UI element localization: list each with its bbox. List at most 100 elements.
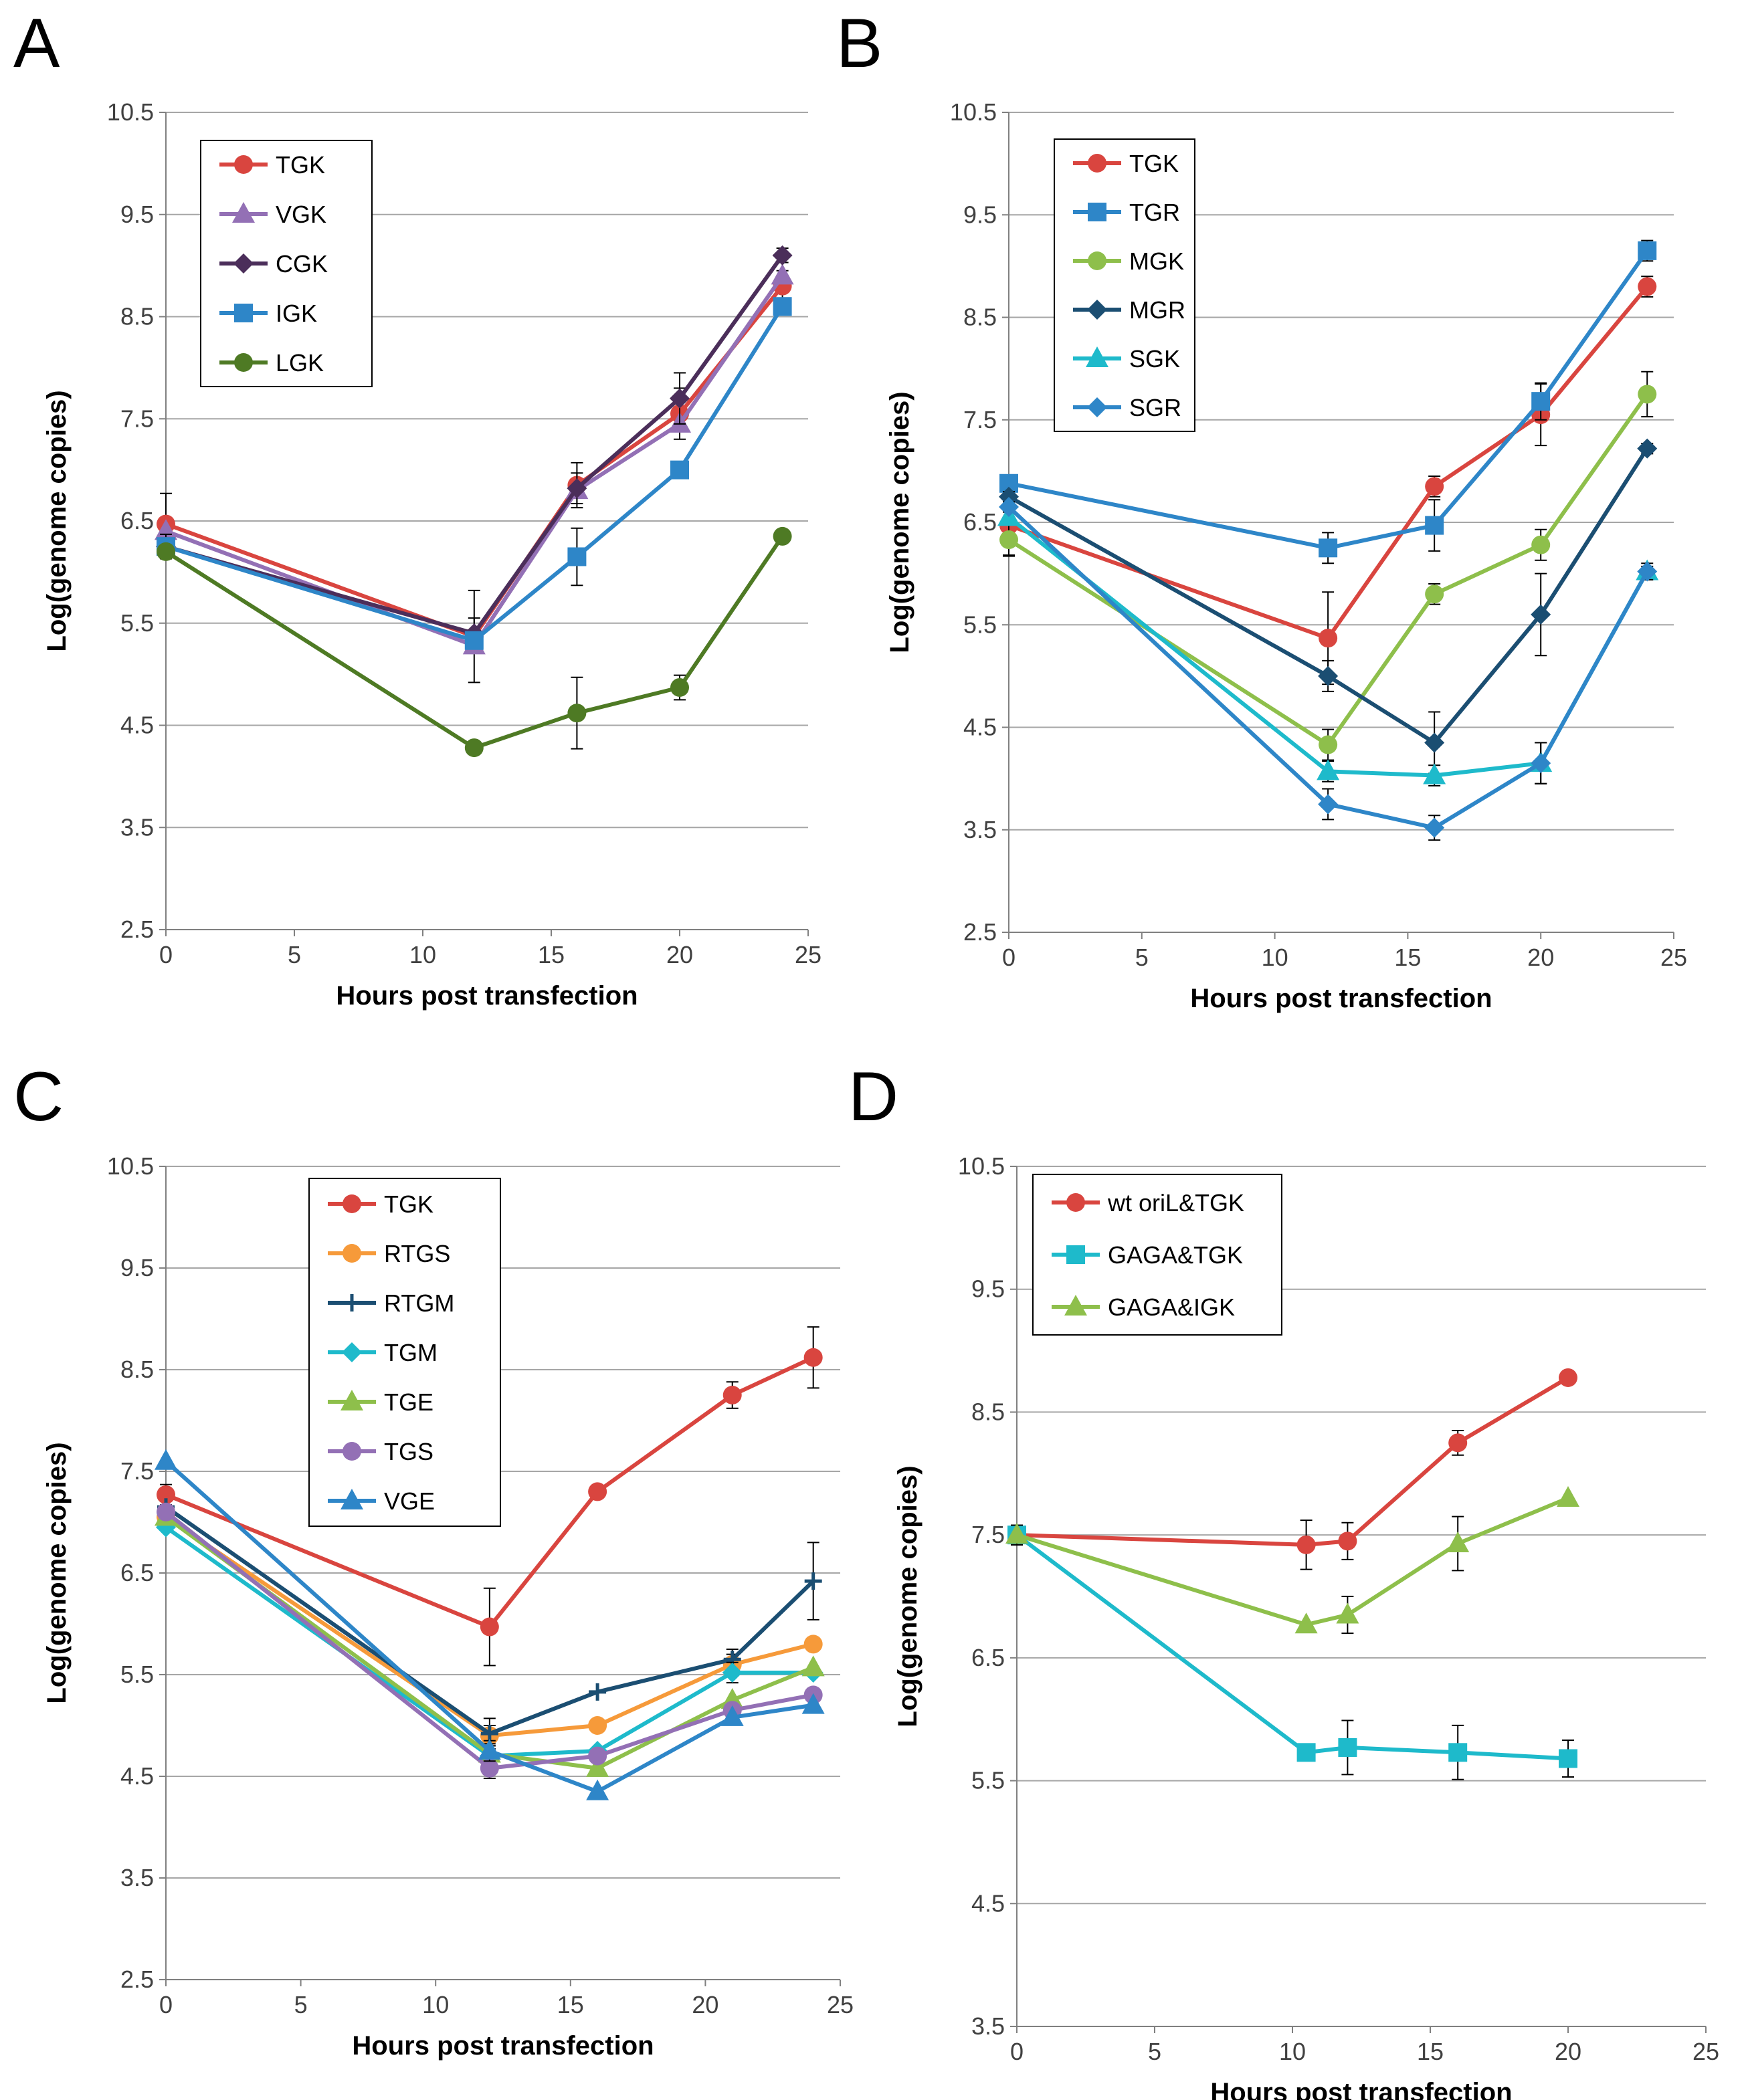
data-point: [480, 1758, 499, 1778]
data-point: [589, 1683, 607, 1701]
legend-marker: [341, 1390, 363, 1410]
x-tick-label: 15: [1417, 2038, 1444, 2065]
legend-marker: [343, 1194, 361, 1213]
data-point: [1531, 753, 1551, 774]
legend-label: IGK: [276, 300, 317, 327]
data-point: [1637, 438, 1658, 459]
legend-marker: [341, 1489, 363, 1509]
data-point: [1559, 1368, 1577, 1387]
data-point: [155, 1449, 177, 1470]
data-point: [670, 677, 689, 697]
data-point: [1559, 1749, 1577, 1768]
legend-marker: [342, 1342, 362, 1362]
y-tick-label: 10.5: [107, 1152, 154, 1180]
panel-letter: A: [13, 5, 60, 82]
y-tick-label: 7.5: [120, 1457, 154, 1485]
x-tick-label: 20: [1555, 2038, 1581, 2065]
legend-label: GAGA&TGK: [1108, 1241, 1243, 1269]
legend-marker: [1088, 154, 1106, 173]
data-point: [480, 1617, 499, 1637]
x-tick-label: 15: [1394, 944, 1421, 971]
data-point: [1005, 1523, 1028, 1544]
x-tick-label: 0: [159, 941, 173, 968]
legend-marker: [343, 1244, 361, 1263]
data-point: [999, 497, 1019, 518]
legend-label: TGR: [1129, 199, 1180, 226]
y-tick-label: 3.5: [971, 2012, 1005, 2040]
y-tick-label: 4.5: [120, 712, 154, 739]
data-point: [1424, 817, 1445, 838]
panel-a: A 2.5 3.5 4.5 5.5 6.5 7.5 8.5 9.5 10.5 0 5 10 15 20 25 H…: [13, 5, 821, 1011]
data-point: [588, 1746, 607, 1766]
x-axis-title: Hours post transfection: [1190, 984, 1492, 1013]
x-tick-label: 5: [294, 1991, 308, 2018]
series-gaga-tgk: [1007, 1524, 1577, 1780]
legend-label: VGK: [276, 201, 326, 228]
data-point: [1296, 1743, 1316, 1762]
data-point: [1319, 538, 1338, 558]
legend-marker: [1066, 1245, 1085, 1264]
data-point: [157, 1485, 175, 1504]
legend-marker: [1064, 1295, 1087, 1316]
series-tgk: [157, 1326, 823, 1667]
data-point: [1336, 1602, 1359, 1624]
data-point: [1425, 477, 1444, 496]
data-point: [1296, 1535, 1316, 1554]
y-tick-label: 6.5: [120, 1559, 154, 1586]
legend-label: TGK: [276, 151, 325, 179]
legend-marker: [232, 202, 255, 223]
panel-c: C 2.5 3.5 4.5 5.5 6.5 7.5 8.5 9.5 10.5 0 5 10 15 20 25 H…: [13, 1058, 854, 2061]
y-tick-label: 6.5: [963, 508, 997, 536]
legend-marker: [343, 1294, 361, 1311]
data-point: [1446, 1532, 1470, 1553]
series-line: [1015, 1375, 1570, 1547]
data-point: [157, 1502, 175, 1521]
x-tick-label: 10: [409, 941, 436, 968]
legend-marker: [343, 1442, 361, 1461]
data-point: [586, 1756, 609, 1777]
data-point: [588, 1482, 607, 1501]
y-tick-label: 3.5: [120, 813, 154, 841]
legend-label: LGK: [276, 349, 324, 377]
legend-marker: [234, 304, 253, 322]
x-tick-label: 10: [1262, 944, 1288, 971]
data-point: [567, 547, 587, 566]
series-vge: [155, 1449, 825, 1800]
series-wt-oril-tgk: [1007, 1368, 1577, 1570]
x-tick-label: 25: [827, 1991, 854, 2018]
y-axis-title: Log(genome copies): [885, 391, 914, 653]
legend-marker: [234, 353, 253, 372]
data-point: [588, 1716, 607, 1735]
x-tick-label: 5: [1135, 944, 1149, 971]
x-tick-label: 0: [159, 1991, 173, 2018]
x-tick-label: 15: [538, 941, 565, 968]
data-point: [670, 460, 689, 480]
y-tick-label: 10.5: [958, 1152, 1005, 1180]
data-point: [1318, 794, 1339, 815]
data-point: [1425, 585, 1444, 604]
y-tick-label: 7.5: [971, 1521, 1005, 1548]
legend-label: TGE: [384, 1388, 433, 1416]
y-tick-label: 9.5: [971, 1275, 1005, 1303]
data-point: [464, 631, 484, 650]
legend-label: TGS: [384, 1438, 433, 1465]
data-point: [771, 264, 794, 285]
legend-label: MGR: [1129, 296, 1185, 324]
legend-marker: [1066, 1193, 1085, 1212]
data-point: [1294, 1612, 1318, 1634]
legend-marker: [1086, 346, 1108, 367]
y-tick-label: 8.5: [120, 303, 154, 330]
x-tick-label: 10: [422, 1991, 449, 2018]
data-point: [1557, 1486, 1579, 1507]
legend-label: TGK: [1129, 150, 1179, 177]
series-line: [1007, 392, 1650, 747]
x-axis-title: Hours post transfection: [336, 981, 638, 1011]
y-tick-label: 9.5: [120, 201, 154, 228]
legend-label: RTGM: [384, 1289, 454, 1317]
y-tick-label: 2.5: [120, 1966, 154, 1993]
legend-marker: [1088, 251, 1106, 270]
data-point: [1338, 1532, 1357, 1551]
y-tick-label: 5.5: [120, 1661, 154, 1688]
data-point: [586, 1779, 609, 1800]
panel-letter: B: [836, 5, 882, 82]
